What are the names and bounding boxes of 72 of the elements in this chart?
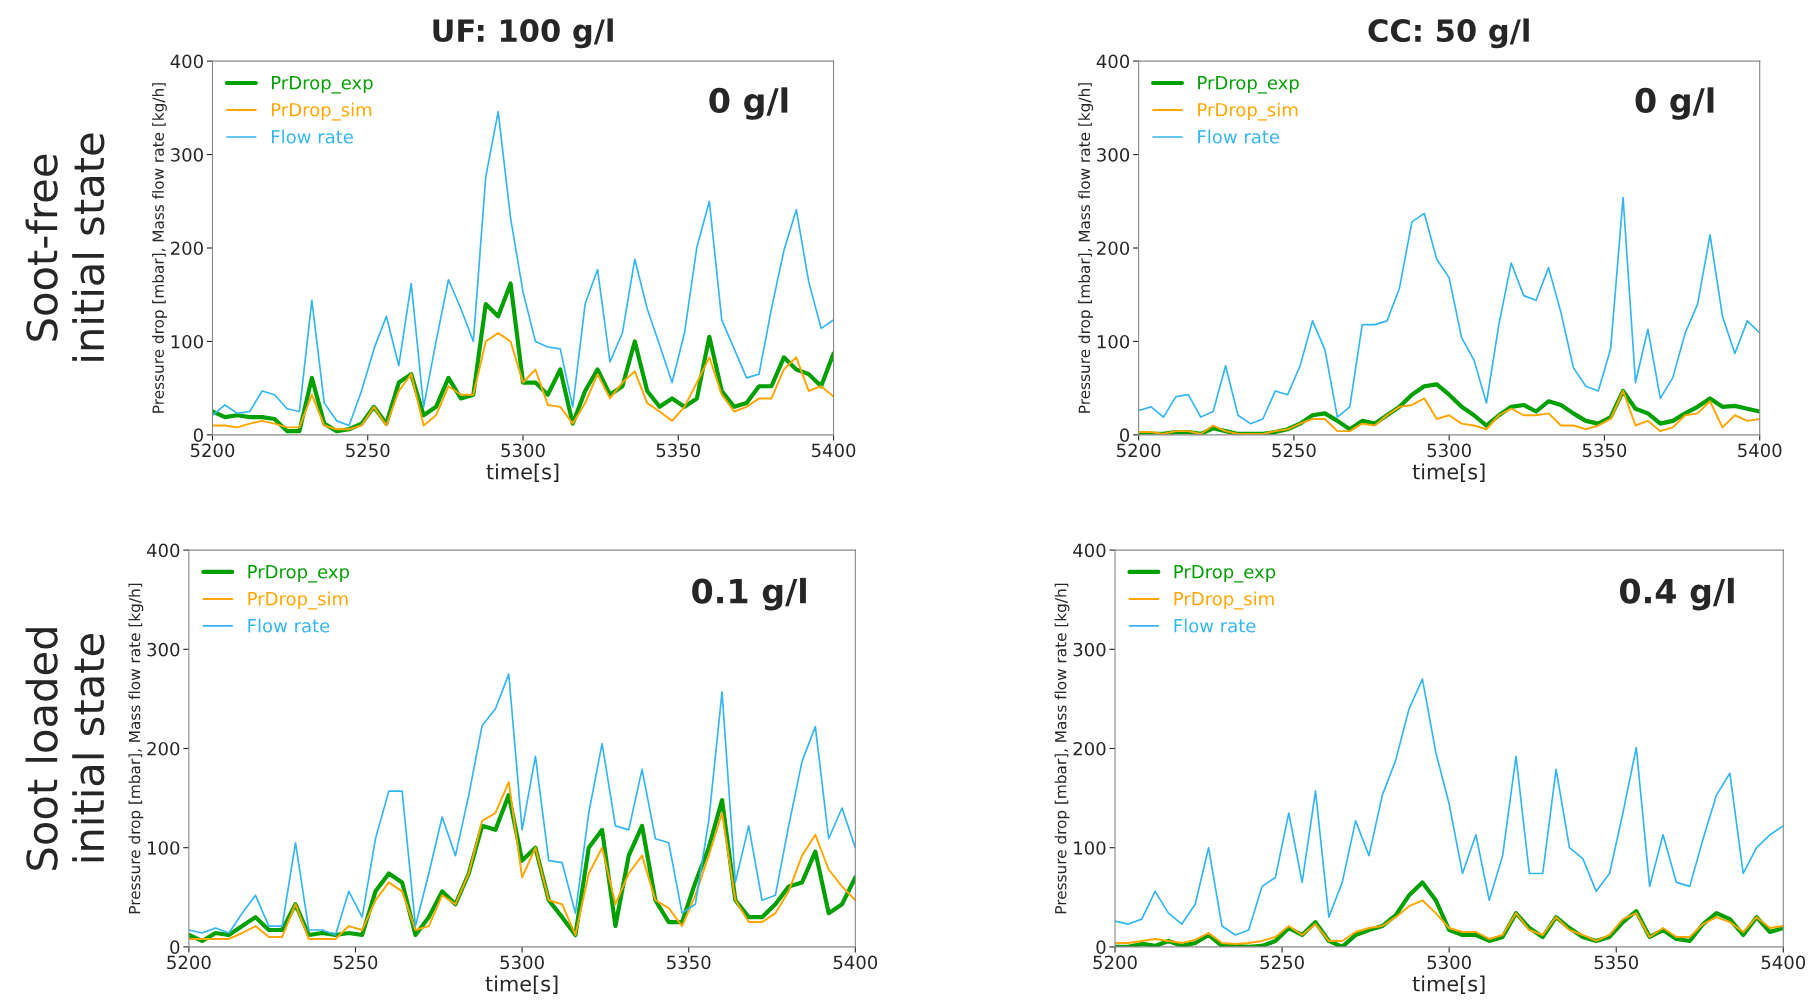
- x-tick-label: 5200: [1093, 955, 1137, 970]
- y-tick-label: 100: [1097, 334, 1130, 349]
- legend-label: PrDrop_sim: [1174, 591, 1274, 610]
- annotation: 0 g/l: [1635, 87, 1714, 120]
- x-tick-label: 5400: [833, 955, 878, 970]
- x-axis-title: time[s]: [486, 463, 559, 483]
- line-series: [1115, 678, 1784, 936]
- text: Soot loaded initial state: [25, 628, 105, 870]
- y-axis-title: Pressure drop [mbar], Mass flow rate [kg/h]: [128, 583, 144, 914]
- x-tick-label: 5350: [1594, 955, 1639, 970]
- y-tick-label: 300: [1097, 148, 1130, 162]
- legend-label: Flow rate: [248, 618, 330, 633]
- x-tick-label: 5300: [501, 443, 545, 458]
- x-tick-label: 5200: [190, 443, 235, 458]
- y-tick-label: 400: [1096, 54, 1130, 69]
- y-tick-label: 400: [1073, 543, 1106, 558]
- legend-label: Flow rate: [1198, 129, 1280, 144]
- x-tick-label: 5400: [1761, 955, 1806, 970]
- y-axis-title: Pressure drop [mbar], Mass flow rate [kg/h]: [1054, 583, 1070, 914]
- legend-label: PrDrop_exp: [272, 76, 373, 94]
- x-tick-label: 5350: [667, 955, 711, 970]
- legend-label: PrDrop_exp: [248, 565, 350, 583]
- legend-label: PrDrop_exp: [1174, 565, 1276, 583]
- x-tick-label: 5250: [1260, 955, 1304, 970]
- annotation: 0 g/l: [709, 87, 788, 120]
- line-series: [1138, 196, 1760, 425]
- y-tick-label: 0: [170, 940, 180, 955]
- legend-label: PrDrop_exp: [1198, 76, 1299, 94]
- y-tick-label: 0: [1120, 428, 1130, 442]
- y-tick-label: 0: [1096, 940, 1106, 955]
- y-tick-label: 400: [146, 543, 180, 558]
- y-axis-title: Pressure drop [mbar], Mass flow rate [kg/h]: [1078, 83, 1094, 413]
- legend-label: Flow rate: [272, 129, 353, 144]
- y-tick-label: 200: [147, 741, 180, 756]
- chart-title: CC: 50 g/l: [1368, 18, 1529, 49]
- x-tick-label: 5350: [656, 443, 701, 458]
- legend-label: PrDrop_sim: [272, 102, 372, 121]
- annotation: 0.1 g/l: [692, 577, 806, 611]
- x-tick-label: 5250: [1272, 443, 1316, 458]
- y-tick-label: 0: [193, 428, 203, 442]
- y-tick-label: 200: [1073, 741, 1106, 756]
- annotation: 0.4 g/l: [1620, 577, 1734, 611]
- x-tick-label: 5350: [1582, 443, 1627, 458]
- y-tick-label: 100: [148, 841, 180, 855]
- y-axis-title: Pressure drop [mbar], Mass flow rate [kg/h]: [152, 83, 167, 413]
- line-series: [188, 673, 856, 936]
- x-axis-title: time[s]: [1412, 975, 1485, 995]
- legend-label: Flow rate: [1174, 618, 1256, 633]
- y-tick-label: 300: [147, 642, 180, 657]
- x-axis-title: time[s]: [485, 975, 558, 995]
- chart-title: UF: 100 g/l: [433, 18, 613, 49]
- y-tick-label: 200: [1097, 241, 1130, 256]
- x-tick-label: 5400: [811, 443, 856, 458]
- x-tick-label: 5250: [333, 955, 378, 970]
- x-tick-label: 5300: [1427, 955, 1471, 970]
- line-series: [212, 332, 834, 431]
- legend-label: PrDrop_sim: [1198, 102, 1298, 121]
- y-tick-label: 300: [171, 148, 203, 162]
- x-tick-label: 5200: [1117, 443, 1161, 458]
- y-tick-label: 400: [170, 54, 203, 69]
- y-tick-label: 100: [171, 334, 203, 349]
- y-tick-label: 300: [1073, 642, 1106, 657]
- x-tick-label: 5250: [346, 443, 390, 458]
- y-tick-label: 100: [1074, 841, 1106, 855]
- x-tick-label: 5300: [500, 955, 544, 970]
- x-axis-title: time[s]: [1412, 463, 1485, 483]
- x-tick-label: 5300: [1427, 443, 1471, 458]
- legend-label: PrDrop_sim: [248, 591, 348, 610]
- x-tick-label: 5200: [167, 955, 211, 970]
- x-tick-label: 5400: [1738, 443, 1782, 458]
- y-tick-label: 200: [171, 241, 203, 256]
- text: Soot-free initial state: [25, 133, 105, 361]
